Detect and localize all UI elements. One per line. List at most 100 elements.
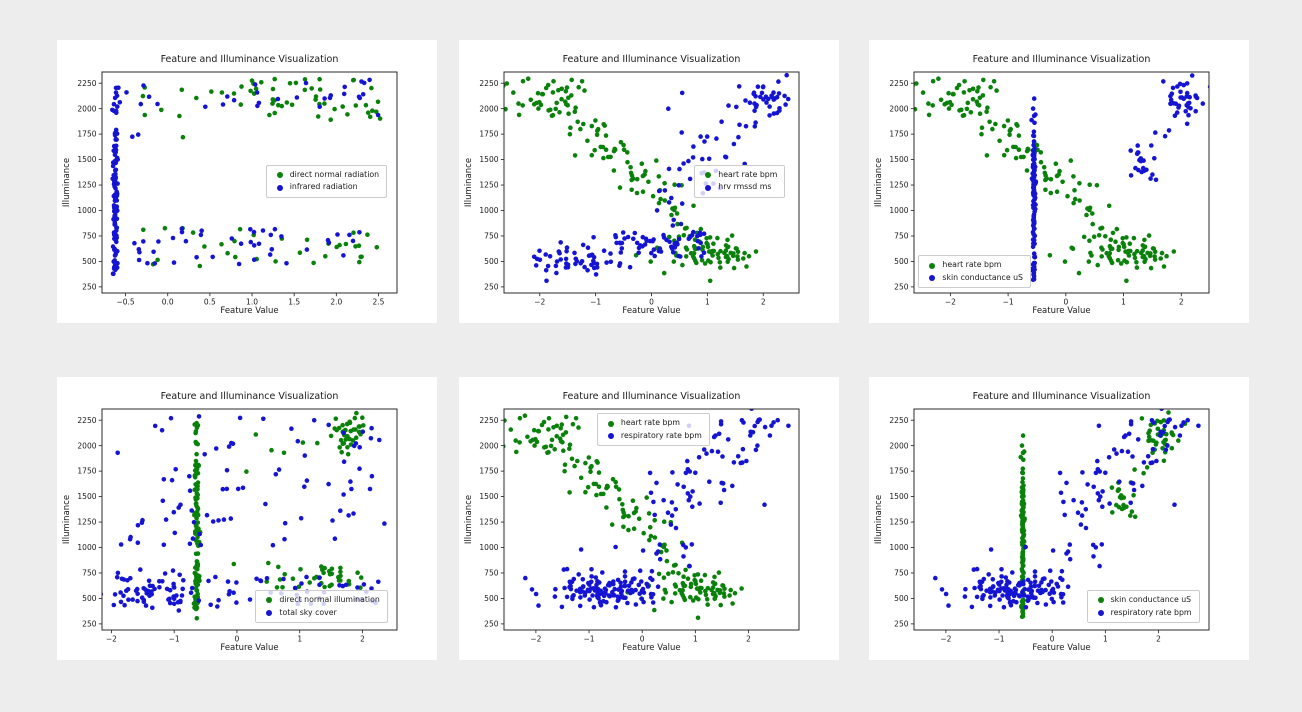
legend-label: hrv rmssd ms (718, 182, 772, 192)
x-axis-label: Feature Value (1032, 306, 1091, 316)
legend-item: hrv rmssd ms (700, 181, 777, 193)
legend-marker-icon (705, 172, 712, 179)
x-axis-label: Feature Value (220, 643, 279, 653)
svg-text:2000: 2000 (479, 104, 498, 113)
legend-marker-icon (1097, 609, 1104, 616)
legend: direct normal radiation infrared radiati… (265, 164, 388, 198)
legend-item: skin conductance uS (924, 272, 1023, 284)
svg-text:1500: 1500 (479, 155, 498, 164)
chart-title: Feature and Illuminance Visualization (972, 391, 1151, 402)
svg-text:1.5: 1.5 (288, 298, 300, 307)
x-axis-label: Feature Value (1032, 643, 1091, 653)
legend-marker-icon (1097, 597, 1104, 604)
svg-text:2.0: 2.0 (330, 298, 342, 307)
svg-text:1500: 1500 (77, 492, 96, 501)
svg-text:2000: 2000 (77, 441, 96, 450)
legend-marker-icon (266, 609, 273, 616)
svg-text:750: 750 (484, 232, 499, 241)
svg-text:2250: 2250 (77, 416, 96, 425)
svg-text:1250: 1250 (889, 181, 908, 190)
chart-title: Feature and Illuminance Visualization (160, 54, 339, 65)
svg-text:250: 250 (484, 619, 499, 628)
legend-label: skin conductance uS (1110, 595, 1192, 605)
legend: heart rate bpm hrv rmssd ms (694, 164, 786, 198)
svg-text:250: 250 (484, 282, 499, 291)
svg-text:1250: 1250 (889, 518, 908, 527)
svg-text:1: 1 (297, 635, 302, 644)
legend-label: direct normal illumination (279, 595, 380, 605)
svg-text:1500: 1500 (77, 155, 96, 164)
svg-text:1750: 1750 (77, 130, 96, 139)
svg-text:2000: 2000 (77, 104, 96, 113)
svg-text:2000: 2000 (889, 104, 908, 113)
svg-text:1250: 1250 (479, 518, 498, 527)
svg-text:2250: 2250 (889, 416, 908, 425)
scatter-figure-6: Feature and Illuminance Visualization Il… (869, 377, 1249, 660)
legend-item: heart rate bpm (700, 169, 777, 181)
svg-text:−1: −1 (169, 635, 180, 644)
svg-text:−2: −2 (945, 298, 956, 307)
legend-label: heart rate bpm (620, 418, 680, 428)
scatter-figure-1: Feature and Illuminance Visualization Il… (57, 40, 437, 323)
svg-text:1750: 1750 (479, 130, 498, 139)
svg-text:750: 750 (894, 569, 909, 578)
svg-text:500: 500 (82, 257, 97, 266)
svg-text:−1: −1 (1003, 298, 1014, 307)
svg-text:500: 500 (484, 257, 499, 266)
svg-text:0: 0 (235, 635, 240, 644)
legend-item: infrared radiation (272, 181, 379, 193)
legend-marker-icon (607, 420, 614, 427)
svg-text:2.5: 2.5 (372, 298, 384, 307)
legend-label: skin conductance uS (942, 272, 1023, 282)
svg-text:750: 750 (894, 232, 909, 241)
svg-text:0.5: 0.5 (204, 298, 216, 307)
svg-text:500: 500 (484, 594, 499, 603)
svg-text:0: 0 (649, 298, 654, 307)
legend-marker-icon (276, 184, 283, 191)
chart-title: Feature and Illuminance Visualization (562, 391, 741, 402)
legend-item: heart rate bpm (603, 417, 702, 429)
svg-text:1000: 1000 (889, 206, 908, 215)
legend-label: heart rate bpm (942, 260, 1002, 270)
scatter-plot-area: −0.5 0.0 0.5 1.0 1.5 2.0 2.5 250 500 750 1000 1250 1… (77, 71, 398, 307)
svg-text:500: 500 (82, 594, 97, 603)
legend-marker-icon (607, 433, 614, 440)
svg-text:1000: 1000 (77, 543, 96, 552)
x-axis-label: Feature Value (220, 306, 279, 316)
x-axis-label: Feature Value (622, 306, 681, 316)
svg-text:2000: 2000 (479, 441, 498, 450)
legend-label: total sky cover (279, 607, 337, 617)
svg-text:1000: 1000 (77, 206, 96, 215)
legend-label: respiratory rate bpm (620, 430, 702, 440)
svg-text:−0.5: −0.5 (116, 298, 134, 307)
legend-marker-icon (929, 262, 936, 269)
svg-text:0.0: 0.0 (162, 298, 174, 307)
svg-text:250: 250 (82, 619, 97, 628)
svg-text:0: 0 (640, 635, 645, 644)
svg-text:0: 0 (1050, 635, 1055, 644)
legend-item: respiratory rate bpm (603, 430, 702, 442)
svg-text:1750: 1750 (889, 467, 908, 476)
svg-text:−2: −2 (534, 298, 545, 307)
legend-label: direct normal radiation (289, 169, 380, 179)
svg-text:1000: 1000 (479, 206, 498, 215)
svg-text:1500: 1500 (889, 492, 908, 501)
legend-marker-icon (266, 597, 273, 604)
legend: direct normal illumination total sky cov… (255, 590, 388, 624)
svg-text:500: 500 (894, 594, 909, 603)
x-axis-label: Feature Value (622, 643, 681, 653)
svg-text:1750: 1750 (889, 130, 908, 139)
svg-text:750: 750 (82, 232, 97, 241)
legend: heart rate bpm skin conductance uS (918, 255, 1031, 289)
legend-item: direct normal radiation (272, 169, 379, 181)
legend-item: total sky cover (261, 607, 379, 619)
svg-text:2250: 2250 (77, 79, 96, 88)
svg-text:750: 750 (484, 569, 499, 578)
svg-text:−2: −2 (530, 635, 541, 644)
svg-text:2: 2 (746, 635, 751, 644)
svg-text:250: 250 (82, 282, 97, 291)
